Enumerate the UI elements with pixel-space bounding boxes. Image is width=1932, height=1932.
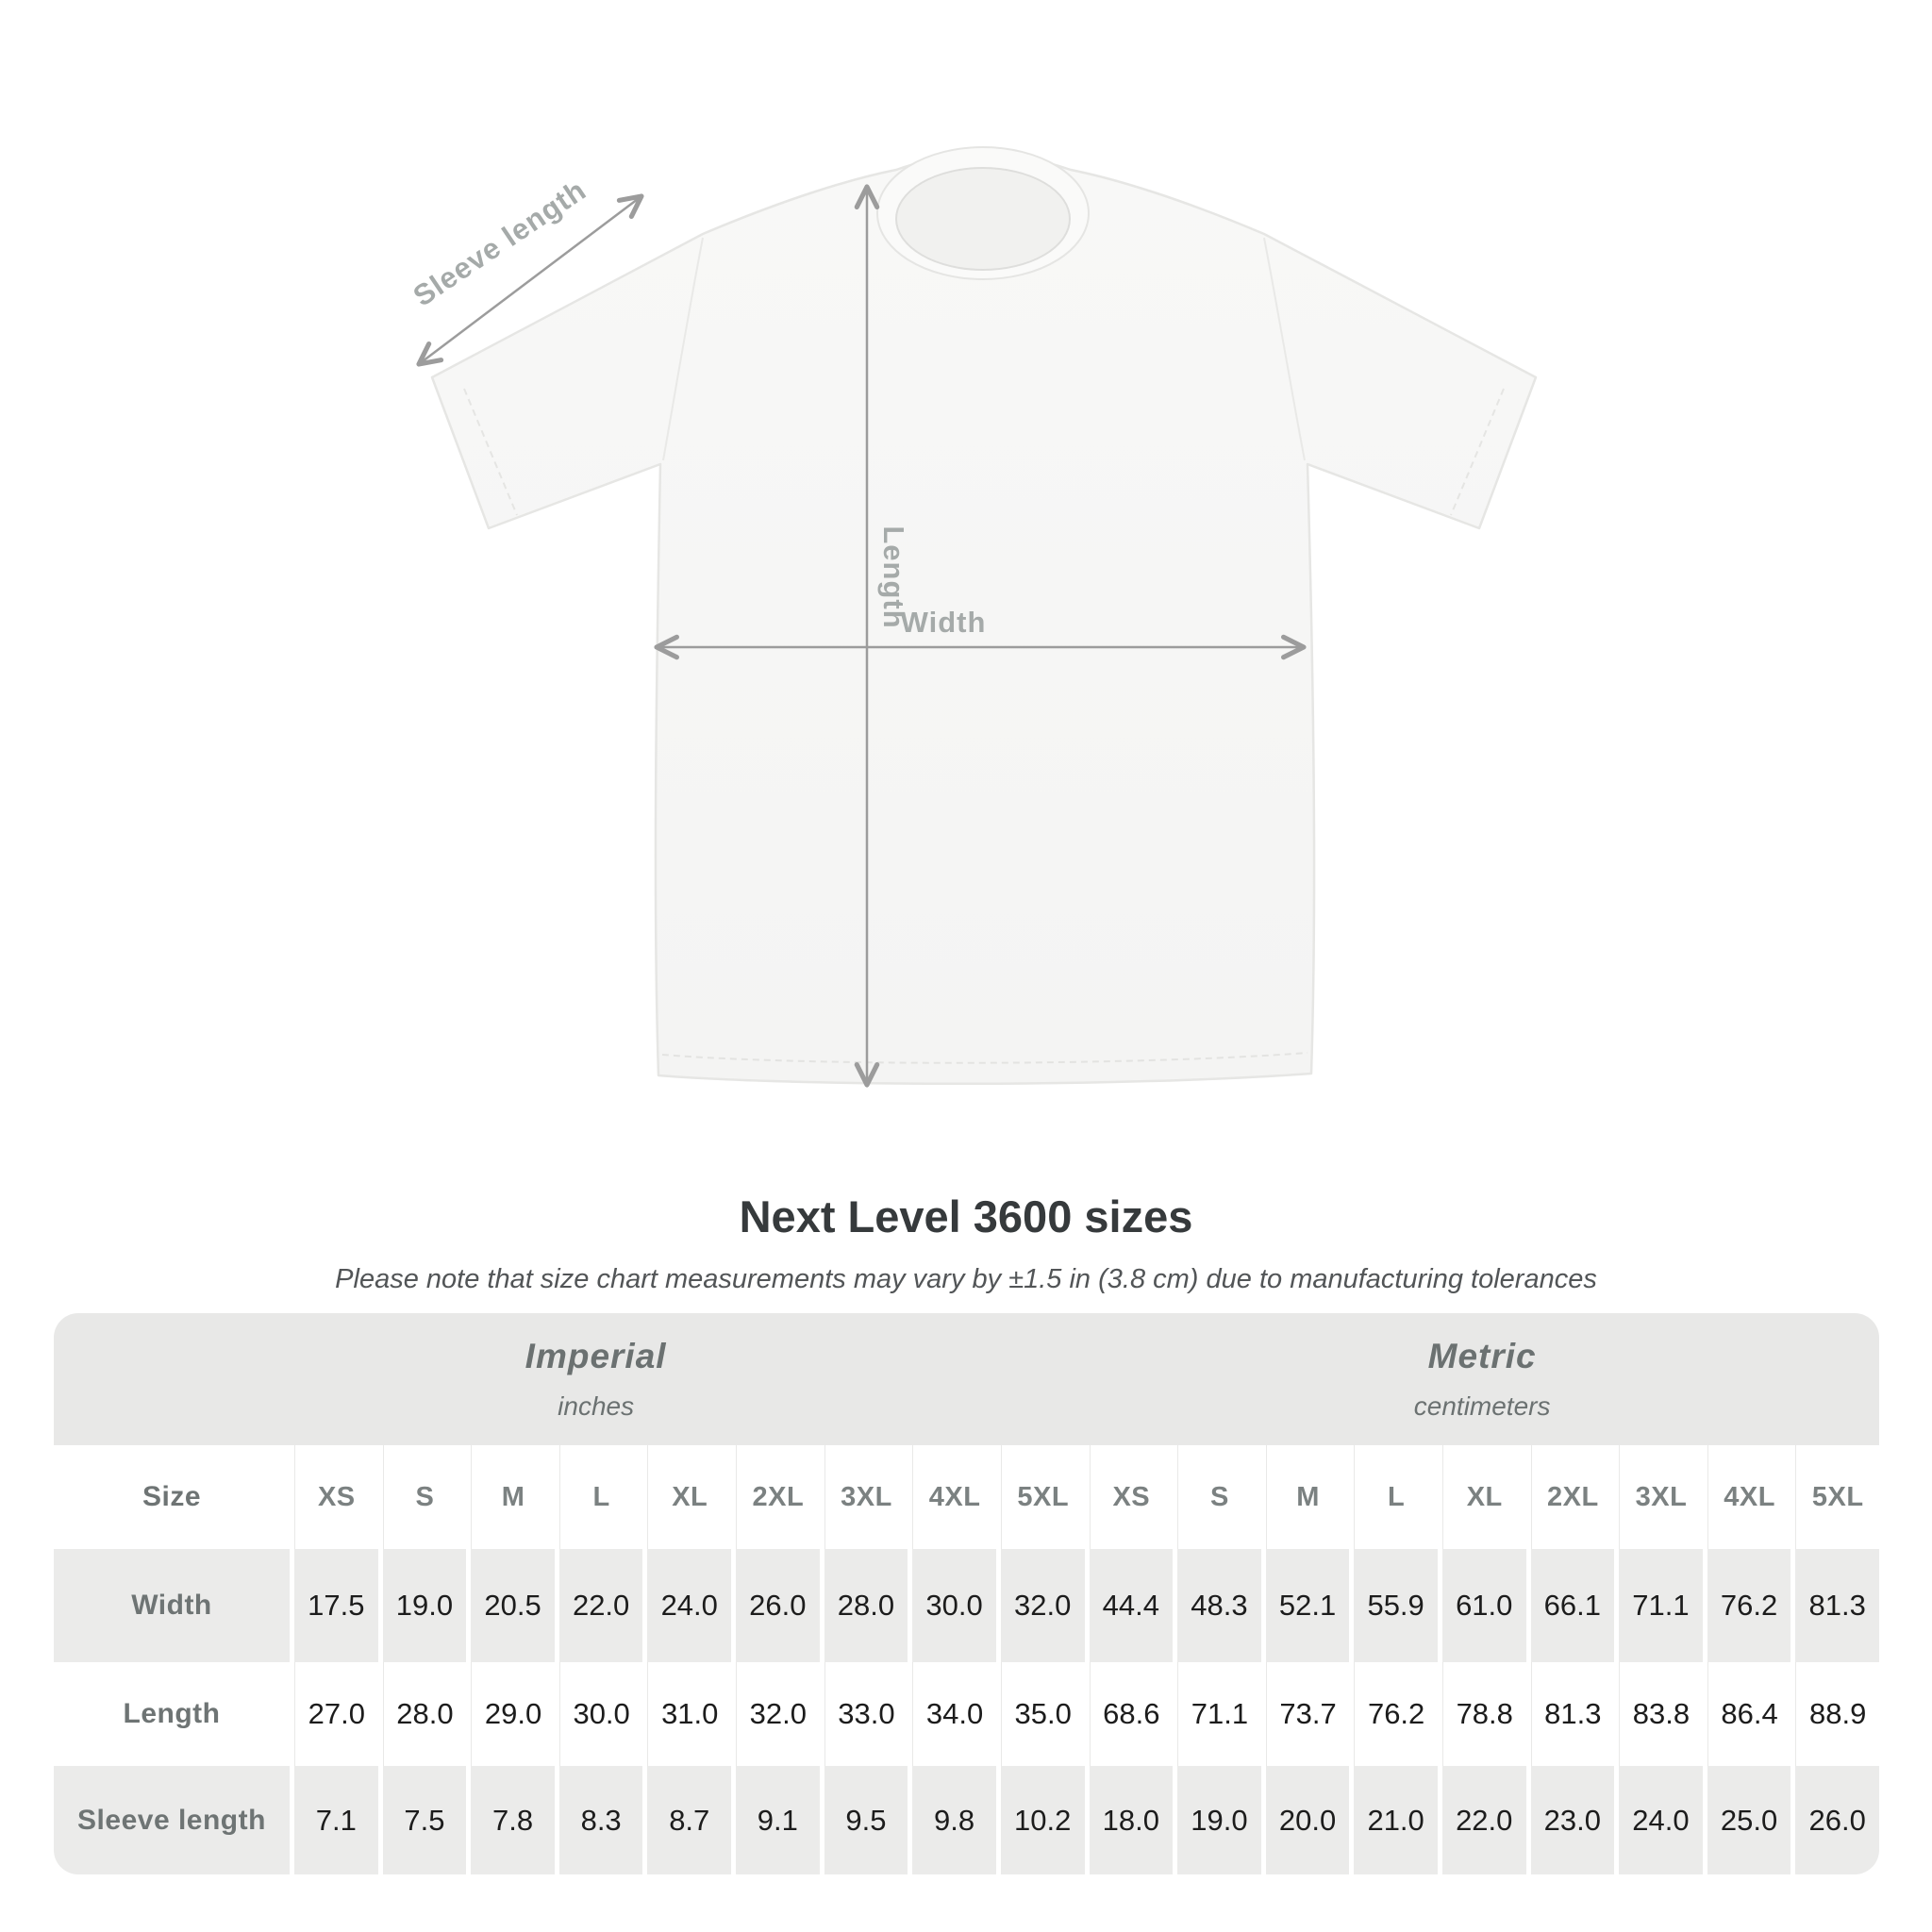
right-armhole-seam: [1263, 237, 1306, 461]
table-cell: 10.2: [1000, 1766, 1085, 1874]
table-cell: 88.9: [1795, 1662, 1879, 1766]
imperial-unit: inches: [558, 1391, 635, 1421]
size-table: Imperial inches Metric centimeters Size …: [54, 1313, 1879, 1874]
size-col-header: 2XL: [1530, 1445, 1615, 1549]
size-col-header: M: [1265, 1445, 1350, 1549]
size-col-header: L: [1354, 1445, 1438, 1549]
size-col-header: 3XL: [1619, 1445, 1703, 1549]
size-col-header: 3XL: [824, 1445, 908, 1549]
table-cell: 30.0: [558, 1662, 643, 1766]
metric-unit: centimeters: [1413, 1391, 1551, 1421]
width-row-label: Width: [54, 1549, 290, 1662]
table-cell: 34.0: [912, 1662, 996, 1766]
metric-header: Metric centimeters: [1085, 1313, 1879, 1445]
collar-opening: [895, 167, 1071, 271]
size-col-header: XL: [1441, 1445, 1526, 1549]
length-row-label: Length: [54, 1662, 290, 1766]
table-cell: 66.1: [1530, 1549, 1615, 1662]
size-col-header: 5XL: [1795, 1445, 1879, 1549]
table-cell: 44.4: [1089, 1549, 1174, 1662]
size-col-header: XS: [294, 1445, 378, 1549]
table-cell: 29.0: [471, 1662, 555, 1766]
sleeve-row-label: Sleeve length: [54, 1766, 290, 1874]
size-col-header: S: [382, 1445, 467, 1549]
bottom-hem-stitch: [661, 1052, 1308, 1064]
table-cell: 83.8: [1619, 1662, 1703, 1766]
table-cell: 30.0: [912, 1549, 996, 1662]
table-cell: 8.7: [647, 1766, 732, 1874]
table-cell: 55.9: [1354, 1549, 1438, 1662]
left-sleeve-hem: [463, 388, 518, 516]
table-cell: 28.0: [824, 1549, 908, 1662]
tshirt-illustration: [416, 146, 1538, 1088]
table-cell: 71.1: [1619, 1549, 1703, 1662]
table-cell: 23.0: [1530, 1766, 1615, 1874]
table-cell: 9.5: [824, 1766, 908, 1874]
unit-header-band: Imperial inches Metric centimeters: [54, 1313, 1879, 1445]
table-cell: 24.0: [647, 1549, 732, 1662]
table-cell: 76.2: [1707, 1549, 1791, 1662]
table-cell: 73.7: [1265, 1662, 1350, 1766]
table-cell: 33.0: [824, 1662, 908, 1766]
width-label: Width: [900, 606, 987, 639]
table-cell: 9.1: [736, 1766, 820, 1874]
sleeve-length-arrow: [416, 193, 644, 367]
table-cell: 81.3: [1530, 1662, 1615, 1766]
imperial-title: Imperial: [525, 1337, 667, 1375]
table-cell: 7.8: [471, 1766, 555, 1874]
size-col-header: 2XL: [736, 1445, 820, 1549]
table-cell: 26.0: [736, 1549, 820, 1662]
table-cell: 48.3: [1177, 1549, 1261, 1662]
size-col-header: 4XL: [912, 1445, 996, 1549]
table-cell: 81.3: [1795, 1549, 1879, 1662]
table-cell: 35.0: [1000, 1662, 1085, 1766]
size-col-header: 5XL: [1000, 1445, 1085, 1549]
metric-title: Metric: [1427, 1337, 1537, 1375]
table-cell: 20.5: [471, 1549, 555, 1662]
table-cell: 32.0: [1000, 1549, 1085, 1662]
table-cell: 27.0: [294, 1662, 378, 1766]
table-cell: 22.0: [558, 1549, 643, 1662]
table-cell: 25.0: [1707, 1766, 1791, 1874]
table-cell: 7.5: [382, 1766, 467, 1874]
size-row-label: Size: [54, 1445, 290, 1549]
left-armhole-seam: [662, 237, 704, 461]
table-cell: 52.1: [1265, 1549, 1350, 1662]
right-sleeve-hem: [1450, 388, 1505, 516]
table-cell: 76.2: [1354, 1662, 1438, 1766]
table-cell: 9.8: [912, 1766, 996, 1874]
table-cell: 19.0: [382, 1549, 467, 1662]
table-cell: 26.0: [1795, 1766, 1879, 1874]
table-cell: 20.0: [1265, 1766, 1350, 1874]
table-cell: 86.4: [1707, 1662, 1791, 1766]
table-cell: 8.3: [558, 1766, 643, 1874]
size-col-header: S: [1177, 1445, 1261, 1549]
table-cell: 21.0: [1354, 1766, 1438, 1874]
table-cell: 18.0: [1089, 1766, 1174, 1874]
size-col-header: 4XL: [1707, 1445, 1791, 1549]
table-cell: 28.0: [382, 1662, 467, 1766]
table-cell: 32.0: [736, 1662, 820, 1766]
size-col-header: L: [558, 1445, 643, 1549]
table-cell: 61.0: [1441, 1549, 1526, 1662]
size-col-header: XS: [1089, 1445, 1174, 1549]
table-cell: 22.0: [1441, 1766, 1526, 1874]
table-cell: 24.0: [1619, 1766, 1703, 1874]
table-cell: 17.5: [294, 1549, 378, 1662]
page-title: Next Level 3600 sizes: [739, 1191, 1193, 1241]
table-cell: 68.6: [1089, 1662, 1174, 1766]
table-cell: 31.0: [647, 1662, 732, 1766]
imperial-header: Imperial inches: [54, 1313, 1085, 1445]
table-cell: 19.0: [1177, 1766, 1261, 1874]
table-cell: 7.1: [294, 1766, 378, 1874]
tolerance-note: Please note that size chart measurements…: [335, 1264, 1597, 1294]
size-col-header: XL: [647, 1445, 732, 1549]
table-cell: 71.1: [1177, 1662, 1261, 1766]
tshirt-diagram: Sleeve length Length Width: [408, 146, 1538, 1088]
table-cell: 78.8: [1441, 1662, 1526, 1766]
size-col-header: M: [471, 1445, 555, 1549]
